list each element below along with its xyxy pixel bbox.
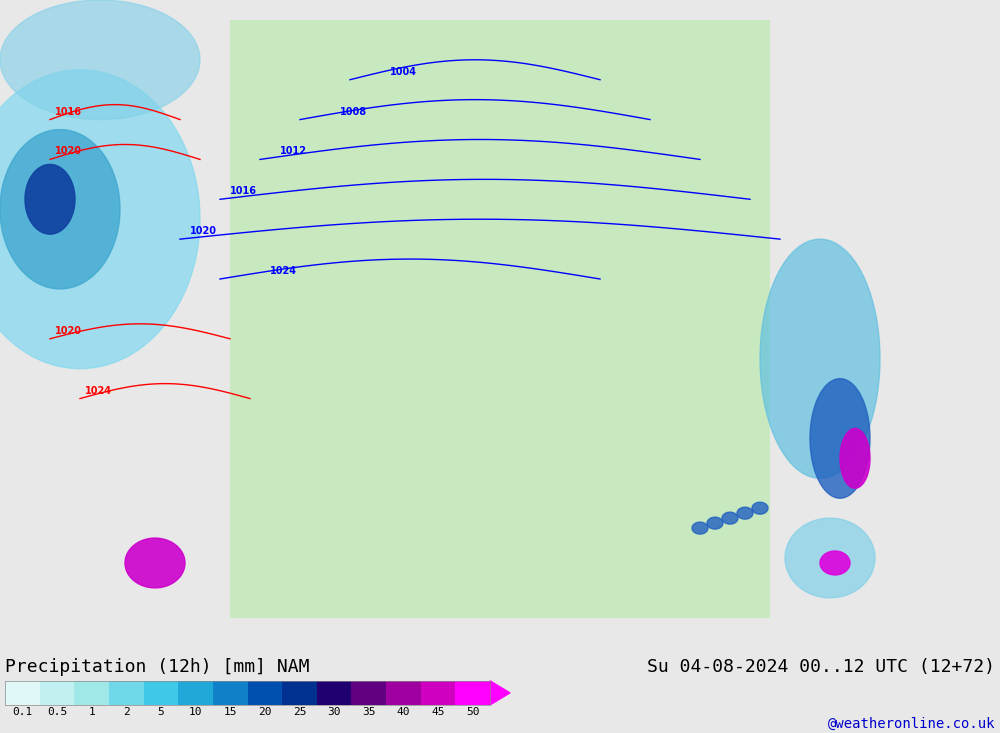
Text: 1012: 1012 bbox=[280, 147, 307, 156]
Polygon shape bbox=[490, 681, 510, 705]
Text: 1016: 1016 bbox=[230, 186, 257, 196]
Polygon shape bbox=[810, 379, 870, 498]
Bar bbox=[144, 681, 178, 705]
Text: 1024: 1024 bbox=[85, 386, 112, 396]
Text: 1: 1 bbox=[88, 707, 95, 717]
Text: @weatheronline.co.uk: @weatheronline.co.uk bbox=[828, 717, 995, 731]
Text: 30: 30 bbox=[327, 707, 341, 717]
Polygon shape bbox=[0, 130, 120, 289]
Polygon shape bbox=[737, 507, 753, 519]
Bar bbox=[178, 681, 213, 705]
Bar bbox=[248, 681, 282, 705]
Bar bbox=[455, 681, 490, 705]
Polygon shape bbox=[707, 517, 723, 529]
Text: 0.1: 0.1 bbox=[12, 707, 32, 717]
Text: 2: 2 bbox=[123, 707, 130, 717]
Polygon shape bbox=[760, 239, 880, 478]
Bar bbox=[213, 681, 248, 705]
Polygon shape bbox=[752, 502, 768, 514]
Bar bbox=[109, 681, 144, 705]
Text: 10: 10 bbox=[189, 707, 202, 717]
Bar bbox=[5, 681, 40, 705]
Polygon shape bbox=[820, 551, 850, 575]
Text: 15: 15 bbox=[223, 707, 237, 717]
Bar bbox=[5, 681, 490, 705]
Polygon shape bbox=[0, 0, 200, 119]
Polygon shape bbox=[785, 518, 875, 598]
Text: Su 04-08-2024 00..12 UTC (12+72): Su 04-08-2024 00..12 UTC (12+72) bbox=[647, 658, 995, 676]
Text: 40: 40 bbox=[397, 707, 410, 717]
Text: 5: 5 bbox=[158, 707, 164, 717]
Polygon shape bbox=[125, 538, 185, 588]
Text: 1020: 1020 bbox=[190, 226, 217, 236]
Bar bbox=[40, 681, 74, 705]
Polygon shape bbox=[840, 429, 870, 488]
Text: Precipitation (12h) [mm] NAM: Precipitation (12h) [mm] NAM bbox=[5, 658, 310, 676]
Polygon shape bbox=[692, 522, 708, 534]
Text: 35: 35 bbox=[362, 707, 376, 717]
Bar bbox=[351, 681, 386, 705]
Polygon shape bbox=[25, 164, 75, 234]
Text: 1008: 1008 bbox=[340, 106, 367, 117]
Polygon shape bbox=[0, 70, 200, 369]
Text: 1004: 1004 bbox=[390, 67, 417, 77]
Text: 45: 45 bbox=[431, 707, 445, 717]
Bar bbox=[282, 681, 317, 705]
Text: 0.5: 0.5 bbox=[47, 707, 67, 717]
Text: 25: 25 bbox=[293, 707, 306, 717]
Text: 20: 20 bbox=[258, 707, 272, 717]
Bar bbox=[421, 681, 455, 705]
Text: 1020: 1020 bbox=[55, 147, 82, 156]
Bar bbox=[74, 681, 109, 705]
Bar bbox=[386, 681, 421, 705]
Text: 50: 50 bbox=[466, 707, 479, 717]
Polygon shape bbox=[722, 512, 738, 524]
Bar bbox=[230, 20, 770, 618]
Text: 1016: 1016 bbox=[55, 106, 82, 117]
Text: 1024: 1024 bbox=[270, 266, 297, 276]
Text: 1020: 1020 bbox=[55, 325, 82, 336]
Bar bbox=[317, 681, 351, 705]
